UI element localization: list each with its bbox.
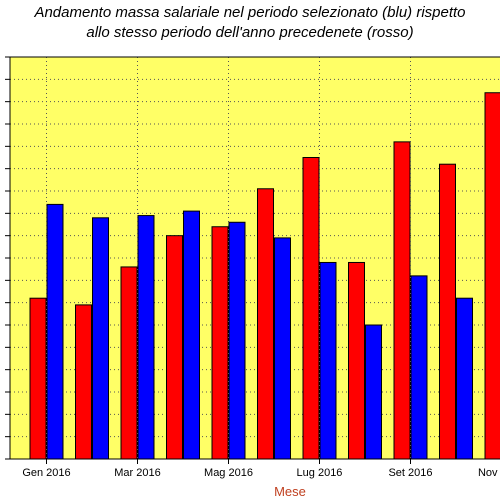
x-tick-label: Mar 2016 [114,467,160,479]
x-tick-label: Lug 2016 [297,467,343,479]
bar-blue [183,210,200,460]
chart-title: Andamento massa salariale nel periodo se… [34,4,466,21]
bar-red [29,297,47,460]
bar-blue [228,221,246,460]
bar-blue [137,215,155,460]
bar-blue [46,203,64,460]
bar-blue [274,237,291,460]
bar-blue [410,275,428,460]
x-axis-label: Mese [274,484,306,499]
x-tick-label: Mag 2016 [204,467,253,479]
bar-blue [456,297,473,460]
bar-red [166,235,183,460]
bar-red [484,92,500,460]
bar-blue [92,217,109,460]
bar-red [439,163,456,460]
bar-red [302,157,320,460]
bar-red [75,304,92,460]
bar-red [393,141,411,460]
x-tick-label: Gen 2016 [22,467,70,479]
bar-red [211,226,229,460]
chart-subtitle: allo stesso periodo dell'anno precedenet… [86,24,414,41]
x-tick-label: Nov 2016 [478,467,500,479]
bar-blue [365,324,382,460]
bar-red [120,266,138,460]
bar-red [257,188,274,460]
x-tick-label: Set 2016 [388,467,432,479]
bar-blue [319,261,337,460]
bar-red [348,261,365,460]
